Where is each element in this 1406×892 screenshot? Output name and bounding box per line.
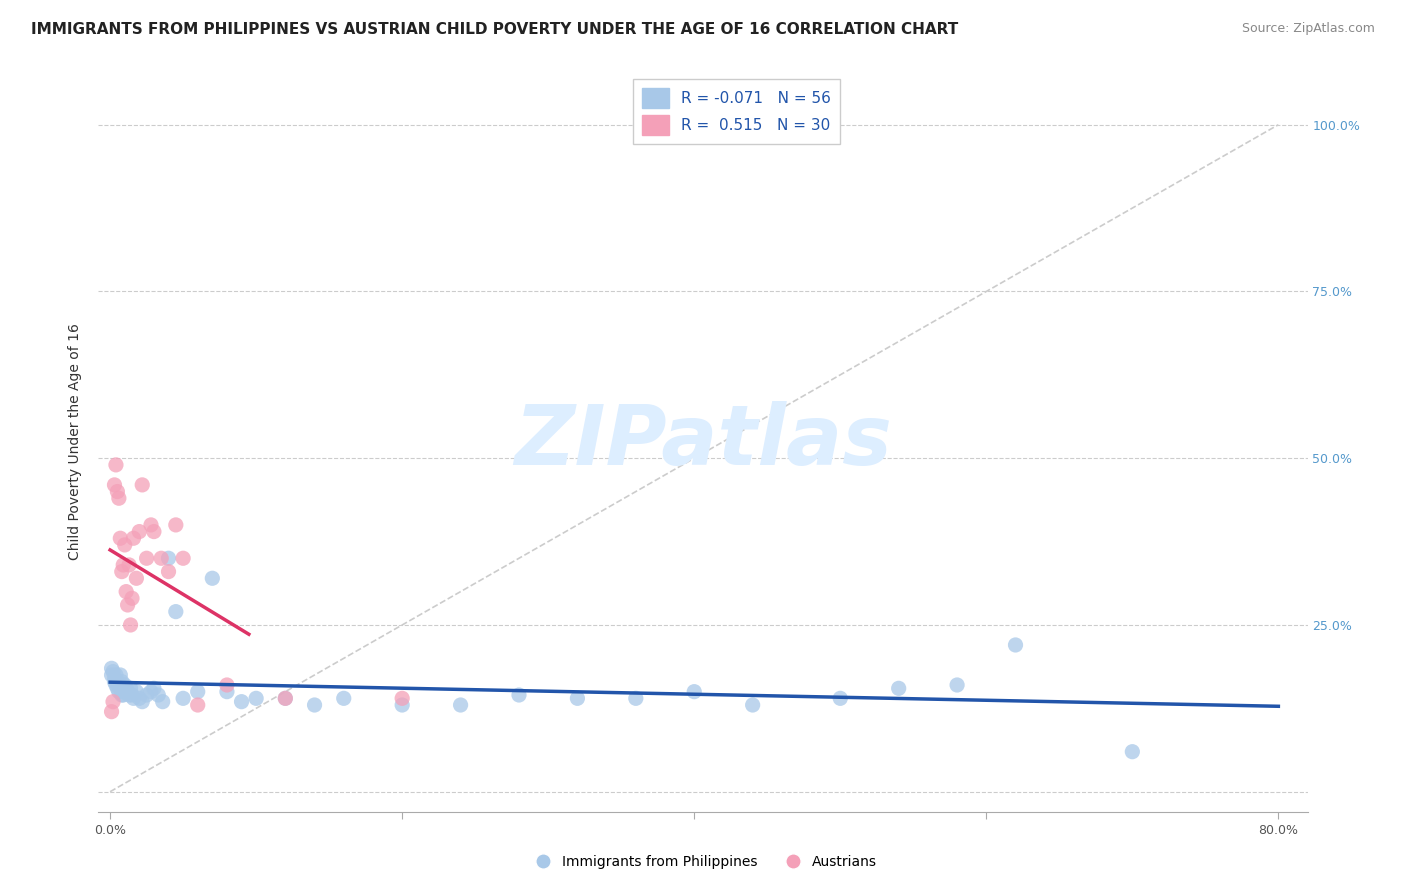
Point	[887, 681, 910, 696]
Point	[567, 691, 589, 706]
Point	[103, 671, 125, 685]
Point	[110, 668, 132, 682]
Point	[110, 681, 132, 696]
Point	[946, 678, 969, 692]
Point	[118, 688, 141, 702]
Text: ZIPatlas: ZIPatlas	[515, 401, 891, 482]
Y-axis label: Child Poverty Under the Age of 16: Child Poverty Under the Age of 16	[69, 323, 83, 560]
Point	[108, 678, 131, 692]
Point	[139, 684, 162, 698]
Point	[332, 691, 354, 706]
Point	[187, 684, 209, 698]
Point	[121, 688, 143, 702]
Point	[121, 591, 143, 606]
Point	[830, 691, 852, 706]
Point	[450, 698, 472, 712]
Point	[117, 598, 139, 612]
Point	[128, 524, 150, 539]
Point	[100, 705, 122, 719]
Point	[125, 684, 148, 698]
Point	[100, 661, 122, 675]
Point	[135, 551, 157, 566]
Point	[165, 517, 187, 532]
Point	[107, 484, 129, 499]
Point	[201, 571, 224, 585]
Point	[107, 674, 129, 689]
Point	[741, 698, 763, 712]
Point	[108, 491, 131, 506]
Point	[131, 695, 153, 709]
Point	[148, 688, 170, 702]
Legend: R = -0.071   N = 56, R =  0.515   N = 30: R = -0.071 N = 56, R = 0.515 N = 30	[633, 79, 841, 145]
Point	[165, 605, 187, 619]
Point	[114, 678, 136, 692]
Text: IMMIGRANTS FROM PHILIPPINES VS AUSTRIAN CHILD POVERTY UNDER THE AGE OF 16 CORREL: IMMIGRANTS FROM PHILIPPINES VS AUSTRIAN …	[31, 22, 957, 37]
Point	[108, 684, 131, 698]
Point	[508, 688, 530, 702]
Point	[172, 691, 194, 706]
Point	[101, 695, 124, 709]
Point	[304, 698, 326, 712]
Point	[131, 478, 153, 492]
Point	[135, 688, 157, 702]
Point	[142, 524, 165, 539]
Point	[1004, 638, 1026, 652]
Point	[1121, 745, 1143, 759]
Point	[142, 681, 165, 696]
Point	[114, 684, 136, 698]
Point	[231, 695, 253, 709]
Point	[391, 691, 413, 706]
Text: Source: ZipAtlas.com: Source: ZipAtlas.com	[1241, 22, 1375, 36]
Point	[157, 551, 180, 566]
Point	[115, 584, 138, 599]
Point	[274, 691, 297, 706]
Point	[114, 538, 136, 552]
Point	[110, 531, 132, 545]
Point	[152, 695, 174, 709]
Point	[101, 665, 124, 679]
Point	[274, 691, 297, 706]
Point	[100, 668, 122, 682]
Point	[111, 674, 134, 689]
Point	[150, 551, 173, 566]
Point	[125, 571, 148, 585]
Point	[104, 458, 127, 472]
Point	[120, 681, 142, 696]
Point	[103, 478, 125, 492]
Point	[128, 691, 150, 706]
Point	[104, 678, 127, 692]
Point	[624, 691, 647, 706]
Legend: Immigrants from Philippines, Austrians: Immigrants from Philippines, Austrians	[523, 849, 883, 874]
Point	[139, 517, 162, 532]
Point	[111, 565, 134, 579]
Point	[103, 674, 125, 689]
Point	[215, 684, 238, 698]
Point	[107, 681, 129, 696]
Point	[118, 558, 141, 572]
Point	[215, 678, 238, 692]
Point	[117, 684, 139, 698]
Point	[104, 668, 127, 682]
Point	[122, 531, 145, 545]
Point	[391, 698, 413, 712]
Point	[157, 565, 180, 579]
Point	[172, 551, 194, 566]
Point	[111, 688, 134, 702]
Point	[245, 691, 267, 706]
Point	[683, 684, 706, 698]
Point	[112, 681, 135, 696]
Point	[112, 688, 135, 702]
Point	[120, 618, 142, 632]
Point	[187, 698, 209, 712]
Point	[112, 558, 135, 572]
Point	[122, 691, 145, 706]
Point	[115, 681, 138, 696]
